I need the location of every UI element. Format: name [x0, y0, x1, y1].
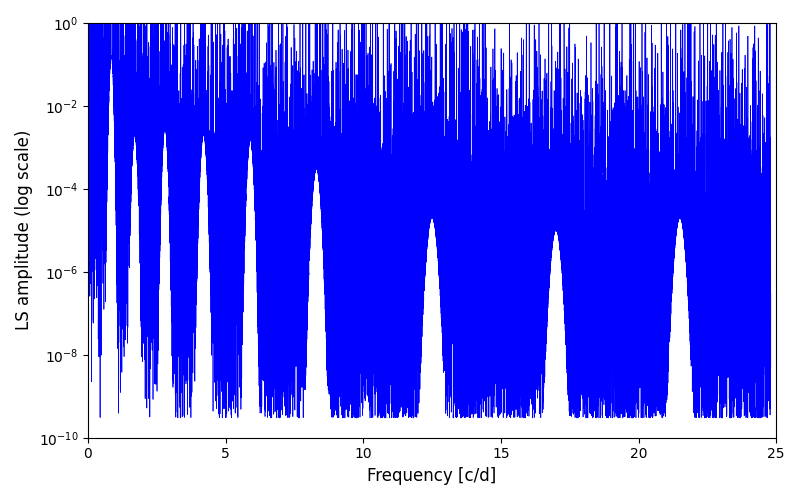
X-axis label: Frequency [c/d]: Frequency [c/d] — [367, 467, 497, 485]
Y-axis label: LS amplitude (log scale): LS amplitude (log scale) — [15, 130, 33, 330]
